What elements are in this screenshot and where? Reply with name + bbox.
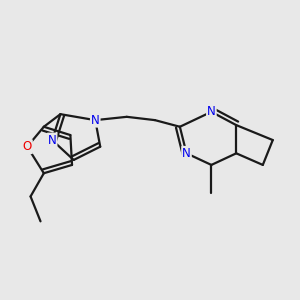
Text: N: N: [182, 147, 191, 160]
Text: N: N: [207, 105, 216, 118]
Text: O: O: [22, 140, 32, 153]
Text: N: N: [48, 134, 56, 146]
Text: N: N: [91, 114, 100, 127]
